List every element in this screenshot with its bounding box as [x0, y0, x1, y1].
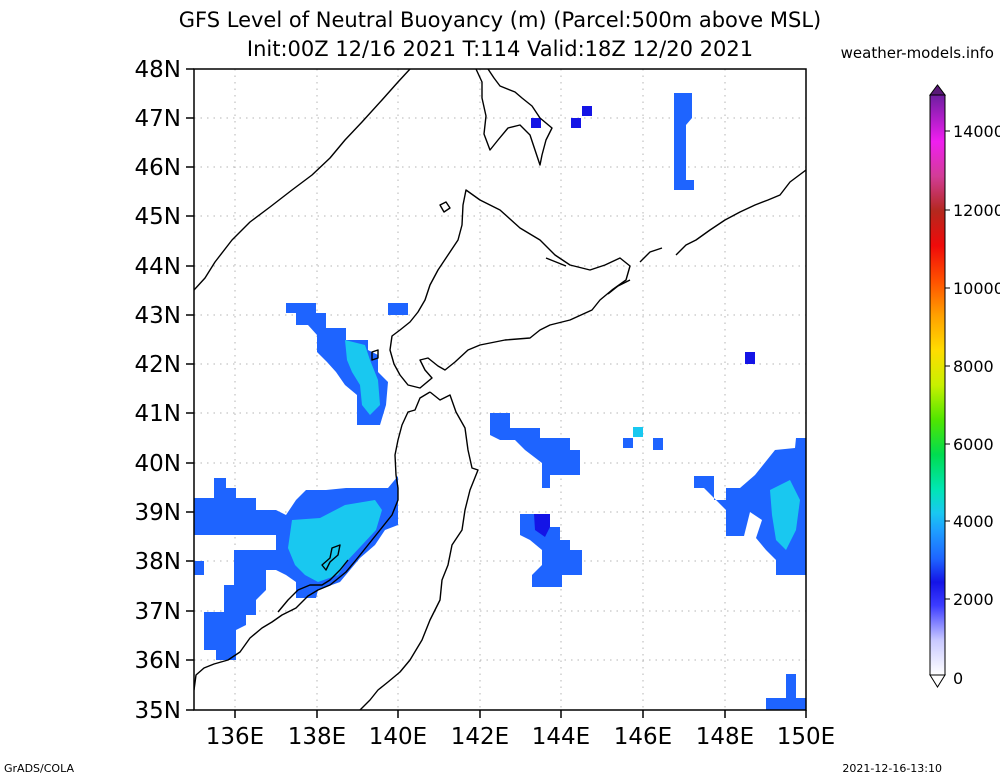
- map-title-line2: Init:00Z 12/16 2021 T:114 Valid:18Z 12/2…: [246, 37, 754, 61]
- field-region-noto-core: [288, 500, 382, 582]
- coastline-honshu: [194, 391, 479, 710]
- axis-ticks: [186, 68, 807, 718]
- coastlines: [194, 69, 806, 710]
- field-region-sea-of-japan-core: [345, 340, 380, 415]
- colorbar-label-6000: 6000: [953, 435, 994, 454]
- field-cell-40n-146e: [653, 438, 663, 450]
- coastline-noto: [277, 559, 349, 613]
- coastline-primorye: [194, 69, 411, 291]
- map-frame: [193, 68, 807, 711]
- lat-label-39n: 39N: [135, 500, 181, 526]
- lat-label-46n: 46N: [135, 155, 181, 181]
- field-cell-42n-149e: [745, 352, 755, 364]
- lat-label-45n: 45N: [135, 204, 181, 230]
- lon-label-148e: 148E: [696, 724, 754, 750]
- field-cell-41n-146e-b: [623, 438, 633, 448]
- lat-label-44n: 44N: [135, 254, 181, 280]
- lat-label-35n: 35N: [135, 698, 181, 724]
- software-credit: GrADS/COLA: [4, 762, 74, 775]
- map-title-line1: GFS Level of Neutral Buoyancy (m) (Parce…: [178, 8, 822, 32]
- colorbar-label-2000: 2000: [953, 590, 994, 609]
- lon-label-144e: 144E: [532, 724, 590, 750]
- lat-label-36n: 36N: [135, 648, 181, 674]
- lat-label-47n: 47N: [135, 106, 181, 132]
- colorbar-label-0: 0: [953, 669, 963, 688]
- coastline-rishiri: [439, 201, 451, 213]
- field-region-southeast: [766, 674, 806, 710]
- field-cell-38n-135e: [194, 561, 204, 575]
- lon-label-140e: 140E: [369, 724, 427, 750]
- field-region-pacific-38n-dark: [534, 514, 550, 537]
- field-region-east-pacific-core: [770, 480, 800, 550]
- lat-label-37n: 37N: [135, 599, 181, 625]
- colorbar-label-12000: 12000: [953, 201, 1000, 220]
- colorbar-label-8000: 8000: [953, 357, 994, 376]
- field-region-pacific-38n: [520, 514, 582, 587]
- field-cell-47n-144e-c: [582, 106, 592, 116]
- lon-label-146e: 146E: [614, 724, 672, 750]
- field-region-okhotsk: [674, 93, 694, 190]
- field-cell-41n-146e-a: [633, 427, 643, 437]
- latitude-labels: 48N 47N 46N 45N 44N 43N 42N 41N 40N 39N …: [135, 57, 181, 724]
- lat-label-41n: 41N: [135, 401, 181, 427]
- lon-label-142e: 142E: [451, 724, 509, 750]
- coastline-sado: [321, 544, 341, 571]
- field-cell-47n-144e-b: [571, 118, 581, 128]
- coastline-kunashir: [607, 279, 631, 295]
- lat-label-48n: 48N: [135, 57, 181, 83]
- coastline-sakhalin-east: [545, 257, 567, 267]
- lon-label-138e: 138E: [288, 724, 346, 750]
- lat-label-42n: 42N: [135, 352, 181, 378]
- field-cell-47n-144e-a: [531, 118, 541, 128]
- buoyancy-field: [194, 93, 806, 710]
- lon-label-136e: 136E: [206, 724, 264, 750]
- coastline-sakhalin: [475, 69, 553, 166]
- colorbar: 14000 12000 10000 8000 6000 4000 2000 0: [929, 84, 1000, 688]
- colorbar-label-4000: 4000: [953, 512, 994, 531]
- colorbar-bottom-arrow: [929, 674, 946, 688]
- field-cell-43n-139e: [388, 303, 408, 315]
- lat-label-38n: 38N: [135, 549, 181, 575]
- colorbar-top-arrow: [929, 84, 946, 96]
- field-region-pacific-41n: [490, 413, 580, 488]
- lat-label-43n: 43N: [135, 303, 181, 329]
- longitude-labels: 136E 138E 140E 142E 144E 146E 148E 150E: [206, 724, 835, 750]
- colorbar-ramp: [929, 94, 946, 676]
- coastline-iturup: [639, 247, 663, 263]
- timestamp: 2021-12-16-13:10: [842, 762, 942, 775]
- colorbar-label-14000: 14000: [953, 122, 1000, 141]
- lat-label-40n: 40N: [135, 451, 181, 477]
- colorbar-label-10000: 10000: [953, 279, 1000, 298]
- lon-label-150e: 150E: [777, 724, 835, 750]
- coastline-hokkaido: [389, 189, 631, 389]
- coastline-okushiri: [371, 349, 379, 361]
- coastline-kurils: [675, 169, 806, 256]
- source-credit: weather-models.info: [840, 44, 994, 62]
